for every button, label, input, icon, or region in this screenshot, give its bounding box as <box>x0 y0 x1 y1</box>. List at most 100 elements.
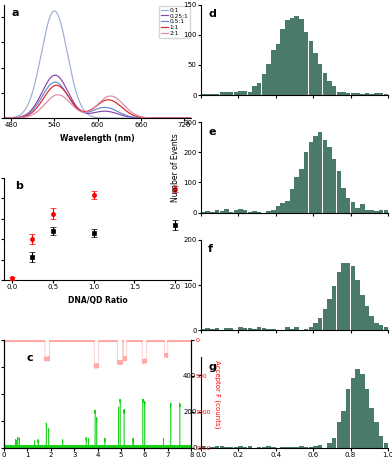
Bar <box>337 92 341 95</box>
Text: g: g <box>208 362 216 372</box>
Text: b: b <box>15 181 23 191</box>
Line: 1:1: 1:1 <box>4 85 191 118</box>
2:1 <box>144 115 149 120</box>
Bar <box>280 329 285 330</box>
Bar <box>323 309 327 330</box>
0.25:1 <box>13 115 18 121</box>
1:1 <box>189 115 194 121</box>
0.5:1 <box>111 106 115 112</box>
Text: d: d <box>208 9 216 19</box>
Bar <box>257 447 261 448</box>
Bar <box>379 211 383 213</box>
0.25:1 <box>121 113 126 118</box>
Bar <box>351 202 355 213</box>
Bar <box>238 446 243 448</box>
Bar <box>379 93 383 95</box>
0.25:1 <box>116 111 120 117</box>
Bar <box>257 327 261 330</box>
Bar <box>267 446 271 448</box>
Bar <box>337 171 341 213</box>
Bar <box>285 20 290 95</box>
Bar <box>356 369 360 448</box>
Bar <box>234 210 238 213</box>
Bar <box>374 93 379 95</box>
Bar <box>276 44 280 95</box>
2:1 <box>13 115 18 121</box>
Bar <box>299 329 304 330</box>
Bar <box>201 446 205 448</box>
Bar <box>346 389 350 448</box>
Bar <box>351 378 355 448</box>
Bar <box>229 328 233 330</box>
Bar <box>248 446 252 448</box>
Bar <box>374 323 379 330</box>
1:1 <box>116 101 120 107</box>
2:1 <box>2 115 6 121</box>
Bar <box>309 142 313 213</box>
0.25:1 <box>2 115 6 121</box>
0:1 <box>52 8 57 14</box>
Bar <box>271 447 276 448</box>
Bar <box>383 211 388 213</box>
Bar <box>327 443 332 448</box>
Line: 0.5:1: 0.5:1 <box>4 82 191 118</box>
Bar <box>224 92 229 95</box>
Bar <box>356 207 360 213</box>
Bar <box>365 388 369 448</box>
Bar <box>201 329 205 330</box>
Text: f: f <box>208 244 213 254</box>
Bar <box>304 329 309 330</box>
Line: 2:1: 2:1 <box>4 95 191 118</box>
Bar <box>290 189 294 213</box>
Bar <box>210 212 215 213</box>
Legend: 0:1, 0.25:1, 0.5:1, 1:1, 2:1: 0:1, 0.25:1, 0.5:1, 1:1, 2:1 <box>159 6 190 38</box>
X-axis label: DNA/QD Ratio: DNA/QD Ratio <box>68 296 127 305</box>
Bar <box>351 266 355 330</box>
Bar <box>332 159 336 213</box>
Bar <box>304 32 309 95</box>
0:1 <box>13 114 18 120</box>
Bar <box>215 210 219 213</box>
Bar <box>215 94 219 95</box>
Text: a: a <box>11 8 19 18</box>
Bar <box>271 50 276 95</box>
Bar <box>309 447 313 448</box>
0:1 <box>2 115 6 121</box>
Bar <box>299 19 304 95</box>
Bar <box>220 211 224 213</box>
Bar <box>327 298 332 330</box>
Bar <box>238 209 243 213</box>
Bar <box>299 446 304 448</box>
1:1 <box>54 83 59 88</box>
2:1 <box>121 102 126 107</box>
Y-axis label: Number of Events: Number of Events <box>171 133 180 202</box>
Bar <box>243 210 247 213</box>
Bar <box>224 446 229 448</box>
Bar <box>327 81 332 95</box>
Line: 0:1: 0:1 <box>4 11 191 118</box>
Bar <box>369 316 374 330</box>
2:1 <box>189 115 194 121</box>
Bar <box>224 209 229 213</box>
Text: e: e <box>208 127 216 137</box>
Bar <box>337 422 341 448</box>
0.25:1 <box>144 115 149 121</box>
Bar <box>201 212 205 213</box>
Bar <box>360 374 365 448</box>
2:1 <box>116 96 120 102</box>
Bar <box>299 169 304 213</box>
2:1 <box>56 92 60 97</box>
Bar <box>229 447 233 448</box>
X-axis label: Wavelength (nm): Wavelength (nm) <box>60 134 135 143</box>
Bar <box>276 206 280 213</box>
Bar <box>346 198 350 213</box>
Bar <box>337 272 341 330</box>
Bar <box>210 94 215 95</box>
Bar <box>360 204 365 213</box>
0.25:1 <box>53 73 57 78</box>
0:1 <box>111 115 115 121</box>
Bar <box>379 324 383 330</box>
Bar <box>210 446 215 448</box>
Bar <box>374 422 379 448</box>
Bar <box>220 446 224 448</box>
